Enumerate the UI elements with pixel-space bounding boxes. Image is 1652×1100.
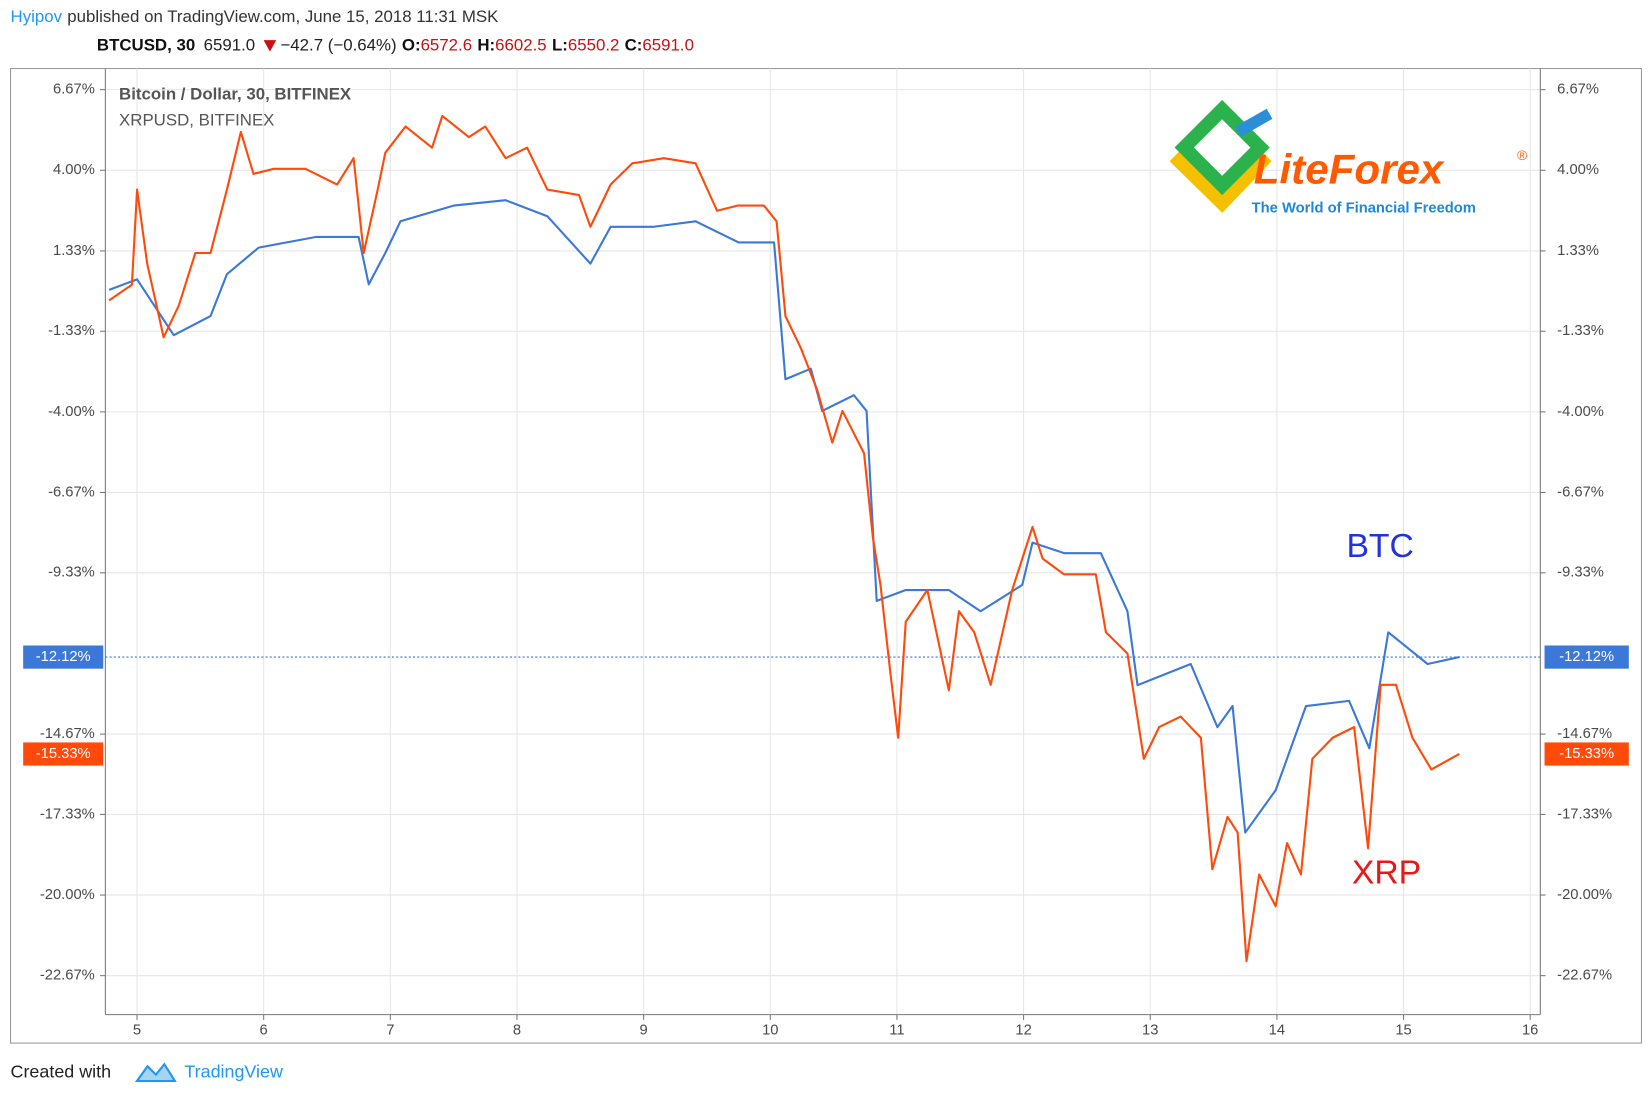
- author[interactable]: Hyipov: [11, 7, 63, 26]
- x-tick-label: 6: [260, 1022, 268, 1038]
- x-tick-label: 16: [1522, 1022, 1538, 1038]
- ohlc-value: 6550.2: [568, 36, 620, 55]
- y-tick-label: -4.00%: [48, 404, 95, 420]
- y-tick-label: 1.33%: [53, 243, 95, 259]
- y-tick-label: -20.00%: [1557, 887, 1612, 903]
- ohlc-value: 6572.6: [421, 36, 473, 55]
- y-tick-label: -17.33%: [1557, 806, 1612, 822]
- logo: LiteForex ® The World of Financial Freed…: [1169, 99, 1527, 217]
- legend-text: Bitcoin / Dollar, 30, BITFINEX: [119, 84, 352, 103]
- last-price: 6591.0: [204, 36, 256, 55]
- logo-blue: [1235, 108, 1273, 137]
- y-tick-label: -9.33%: [48, 565, 95, 581]
- y-tick-label: -17.33%: [40, 806, 95, 822]
- y-tick-label: -14.67%: [1557, 726, 1612, 742]
- ohlc-key: L:: [552, 36, 568, 55]
- ohlc-line: −42.7 (−0.64%) O:6572.6 H:6602.5 L:6550.2 C:…: [280, 36, 694, 55]
- last-value-box: [1544, 645, 1629, 669]
- chart-frame: [10, 67, 1642, 1044]
- y-tick-label: 6.67%: [53, 82, 95, 98]
- y-tick-label: -20.00%: [40, 887, 95, 903]
- logo-name: LiteForex: [1254, 145, 1445, 192]
- series-line: [108, 114, 1460, 963]
- last-value-box: [23, 645, 104, 669]
- footer-created: Created with: [11, 1061, 112, 1081]
- tradingview-icon[interactable]: [134, 1062, 177, 1083]
- ohlc-key: C:: [625, 36, 643, 55]
- symbol: BTCUSD, 30: [97, 36, 195, 55]
- y-tick-label: 4.00%: [53, 162, 95, 178]
- last-value-label: -12.12%: [1559, 649, 1614, 665]
- ohlc-value: 6602.5: [495, 36, 547, 55]
- y-tick-label: -22.67%: [1557, 968, 1612, 984]
- y-tick-label: -22.67%: [40, 968, 95, 984]
- logo-tagline: The World of Financial Freedom: [1252, 201, 1476, 217]
- x-tick-label: 5: [133, 1022, 141, 1038]
- last-value-box: [1544, 742, 1629, 766]
- ohlc-key: O:: [402, 36, 421, 55]
- x-tick-label: 11: [889, 1022, 904, 1038]
- symbol-line: BTCUSD, 30 6591.0: [97, 36, 255, 55]
- last-value-label: -12.12%: [36, 649, 91, 665]
- logo-check: [1169, 150, 1272, 213]
- ohlc-key: H:: [477, 36, 495, 55]
- ohlc-value: 6591.0: [642, 36, 694, 55]
- change: −42.7 (−0.64%): [280, 36, 396, 55]
- series-line: [108, 199, 1460, 834]
- x-tick-label: 8: [513, 1022, 521, 1038]
- y-tick-label: 1.33%: [1557, 243, 1599, 259]
- y-tick-label: -14.67%: [40, 726, 95, 742]
- x-tick-label: 12: [1015, 1022, 1031, 1038]
- x-tick-label: 14: [1269, 1022, 1285, 1038]
- y-tick-label: -4.00%: [1557, 404, 1604, 420]
- x-tick-label: 15: [1395, 1022, 1411, 1038]
- y-tick-label: 4.00%: [1557, 162, 1599, 178]
- last-value-label: -15.33%: [1559, 746, 1614, 762]
- y-tick-label: -1.33%: [1557, 323, 1604, 339]
- last-value-label: -15.33%: [36, 746, 91, 762]
- plot: [105, 68, 1541, 1015]
- y-tick-label: 6.67%: [1557, 82, 1599, 98]
- footer-brand[interactable]: TradingView: [184, 1061, 283, 1081]
- last-value-box: [23, 742, 104, 766]
- down-arrow: [263, 40, 277, 52]
- y-tick-label: -9.33%: [1557, 565, 1604, 581]
- y-tick-label: -1.33%: [48, 323, 95, 339]
- y-tick-label: -6.67%: [1557, 484, 1604, 500]
- header-line: Hyipov published on TradingView.com, June…: [11, 7, 500, 26]
- y-tick-label: -6.67%: [48, 484, 95, 500]
- logo-diamond: [1174, 99, 1270, 196]
- x-tick-label: 7: [386, 1022, 394, 1038]
- x-tick-label: 13: [1142, 1022, 1158, 1038]
- legend-text: XRPUSD, BITFINEX: [119, 111, 274, 130]
- series-label: XRP: [1352, 853, 1421, 891]
- logo-registered: ®: [1517, 148, 1527, 163]
- x-tick-label: 9: [640, 1022, 648, 1038]
- published: published on TradingView.com, June 15, 2…: [67, 7, 499, 26]
- x-tick-label: 10: [762, 1022, 778, 1038]
- series-label: BTC: [1346, 527, 1413, 565]
